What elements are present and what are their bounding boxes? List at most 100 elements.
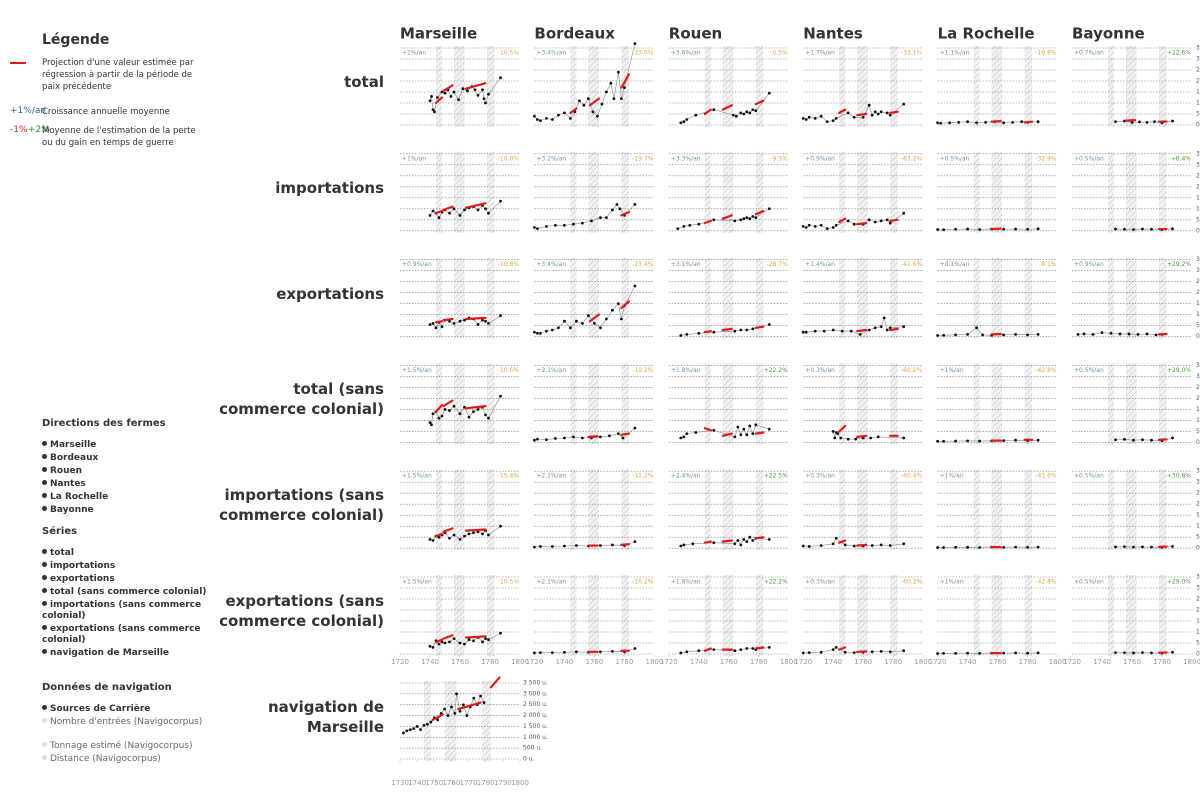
data-point bbox=[563, 223, 566, 227]
growth-label: +1%/an bbox=[940, 367, 964, 374]
projection bbox=[431, 713, 444, 722]
data-point bbox=[487, 211, 490, 215]
data-point bbox=[834, 223, 838, 227]
data-point bbox=[742, 427, 746, 431]
growth-label: +1.5%/an bbox=[402, 367, 432, 374]
war-period bbox=[991, 363, 1003, 445]
growth-label: +1%/an bbox=[402, 155, 426, 162]
projection bbox=[754, 646, 765, 650]
war-effect-label: -32.9% bbox=[1035, 155, 1057, 162]
y-tick-label: 300 bbox=[1196, 56, 1200, 63]
y-tick-label: 150 bbox=[1196, 406, 1200, 413]
legend-projection: Projection d'une valeur estimée par régr… bbox=[42, 58, 194, 92]
data-point bbox=[633, 426, 637, 430]
y-tick-label: 300 bbox=[1196, 373, 1200, 380]
data-point bbox=[455, 692, 458, 696]
filter-item[interactable]: importations (sans commerce colonial) bbox=[42, 600, 207, 622]
data-point bbox=[437, 642, 441, 646]
data-point bbox=[742, 217, 746, 221]
data-point bbox=[867, 218, 871, 222]
data-point bbox=[450, 705, 453, 709]
data-point bbox=[611, 308, 614, 312]
data-point bbox=[437, 416, 441, 420]
projection bbox=[703, 330, 712, 334]
data-point bbox=[1123, 437, 1126, 441]
filter-item[interactable]: La Rochelle bbox=[42, 492, 207, 503]
data-point bbox=[751, 539, 755, 542]
data-point bbox=[954, 439, 957, 443]
filter-item[interactable]: total bbox=[42, 548, 207, 559]
data-point bbox=[449, 95, 453, 98]
y-tick-label: 250 bbox=[1196, 172, 1200, 179]
data-point bbox=[682, 543, 686, 547]
data-point bbox=[834, 117, 838, 120]
data-point bbox=[1141, 438, 1144, 442]
filter-item[interactable]: Marseille bbox=[42, 440, 207, 451]
data-point bbox=[443, 91, 447, 95]
data-point bbox=[870, 544, 874, 547]
projection bbox=[442, 399, 454, 408]
war-effect-label: -10.2% bbox=[632, 367, 654, 374]
data-point bbox=[481, 532, 484, 536]
filter-item[interactable]: Bordeaux bbox=[42, 453, 207, 464]
data-point bbox=[902, 102, 906, 106]
filter-item[interactable]: exportations bbox=[42, 574, 207, 585]
data-point bbox=[873, 326, 877, 330]
war-period bbox=[704, 257, 711, 339]
data-point bbox=[499, 631, 502, 635]
filter-item[interactable]: total (sans commerce colonial) bbox=[42, 587, 207, 598]
war-effect-label: -10.5% bbox=[498, 579, 520, 586]
growth-label: +0.9%/an bbox=[1074, 261, 1104, 268]
data-point bbox=[431, 646, 435, 649]
war-period bbox=[1024, 469, 1033, 551]
data-point bbox=[745, 647, 749, 650]
filter-item[interactable]: Nombre d'entrées (Navigocorpus) bbox=[42, 717, 207, 728]
data-point bbox=[966, 439, 969, 443]
data-point bbox=[873, 110, 877, 114]
war-effect-label: -41.6% bbox=[1035, 473, 1057, 480]
data-point bbox=[499, 314, 502, 318]
war-period bbox=[487, 469, 495, 551]
growth-label: +0.3%/an bbox=[805, 473, 835, 480]
war-effect-label: -18.8% bbox=[1035, 50, 1057, 57]
filter-item[interactable]: Sources de Carrière bbox=[42, 704, 207, 715]
filter-item[interactable]: Rouen bbox=[42, 466, 207, 477]
data-point bbox=[452, 637, 456, 640]
data-point bbox=[1014, 227, 1017, 231]
filter-item[interactable]: Distance (Navigocorpus) bbox=[42, 754, 207, 765]
data-point bbox=[739, 218, 743, 222]
data-point bbox=[813, 225, 817, 228]
projection bbox=[721, 539, 733, 543]
data-point bbox=[581, 221, 584, 225]
filter-item[interactable]: navigation de Marseille bbox=[42, 648, 207, 659]
data-point bbox=[767, 646, 771, 649]
data-point bbox=[754, 423, 758, 427]
growth-label: +0.9%/an bbox=[805, 155, 835, 162]
war-period bbox=[588, 363, 599, 445]
y-tick-label: 200 bbox=[1196, 607, 1200, 614]
data-point bbox=[458, 709, 462, 713]
data-point bbox=[739, 111, 743, 115]
projection bbox=[587, 435, 599, 438]
data-point bbox=[551, 651, 554, 655]
data-point bbox=[846, 437, 850, 441]
data-point bbox=[685, 432, 689, 435]
data-point bbox=[978, 651, 981, 655]
data-point bbox=[831, 542, 835, 546]
y-tick-label: 1 000 u. bbox=[523, 734, 548, 741]
projection bbox=[838, 424, 847, 433]
y-tick-label: 250 bbox=[1196, 67, 1200, 74]
data-point bbox=[448, 640, 451, 644]
series-line bbox=[937, 652, 1039, 654]
data-point bbox=[1036, 651, 1040, 655]
projection bbox=[754, 431, 765, 435]
war-period bbox=[973, 46, 980, 127]
filter-item[interactable]: Nantes bbox=[42, 479, 207, 490]
projection bbox=[703, 219, 712, 225]
filter-item[interactable]: importations bbox=[42, 561, 207, 572]
data-point bbox=[936, 652, 939, 655]
data-point bbox=[1132, 545, 1135, 549]
filter-item[interactable]: Tonnage estimé (Navigocorpus) bbox=[42, 741, 207, 752]
filter-item[interactable]: Bayonne bbox=[42, 505, 207, 516]
filter-item[interactable]: exportations (sans commerce colonial) bbox=[42, 624, 207, 646]
